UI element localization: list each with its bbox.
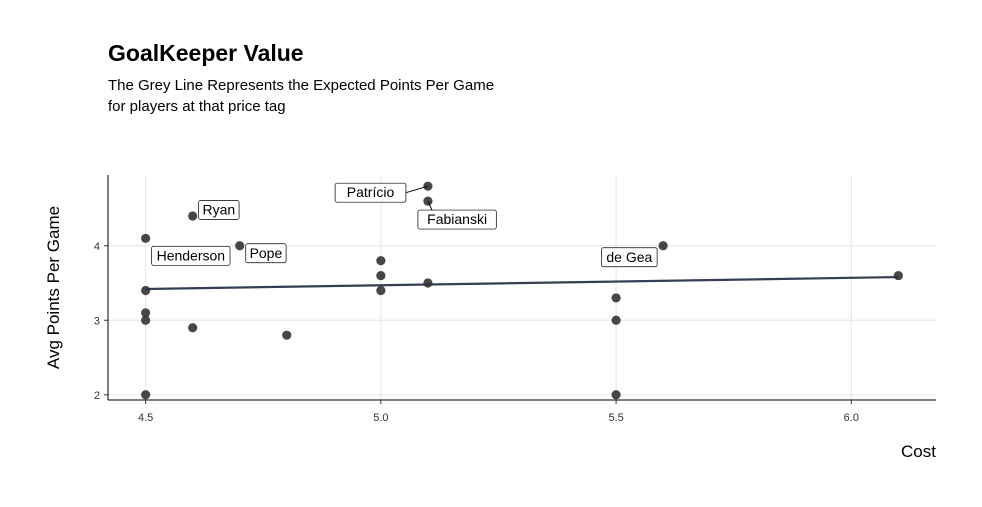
label-box bbox=[151, 245, 231, 266]
x-tick-label: 4.5 bbox=[138, 412, 153, 424]
data-point bbox=[893, 270, 903, 281]
label-connector bbox=[405, 185, 429, 194]
data-point bbox=[376, 256, 386, 266]
label-box bbox=[417, 209, 497, 230]
data-point bbox=[658, 241, 668, 251]
data-point bbox=[141, 390, 151, 400]
data-point bbox=[376, 285, 386, 296]
point-label: de Gea bbox=[606, 249, 652, 265]
data-point bbox=[611, 315, 621, 325]
data-point bbox=[611, 390, 621, 400]
data-point bbox=[188, 323, 198, 333]
point-label: Henderson bbox=[157, 247, 226, 263]
y-axis-title: Avg Points Per Game bbox=[44, 206, 63, 369]
label-box bbox=[245, 243, 287, 264]
chart-title: GoalKeeper Value bbox=[108, 40, 304, 66]
data-point bbox=[141, 308, 151, 318]
data-point bbox=[611, 293, 621, 303]
data-point bbox=[423, 278, 433, 288]
subtitle-line-1: The Grey Line Represents the Expected Po… bbox=[108, 77, 495, 94]
x-tick-label: 5.0 bbox=[373, 412, 388, 424]
label-connector bbox=[427, 200, 433, 211]
point-label: Pope bbox=[250, 245, 283, 261]
chart-subtitle: The Grey Line Represents the Expected Po… bbox=[108, 75, 608, 117]
data-point bbox=[282, 330, 292, 340]
x-tick-label: 6.0 bbox=[844, 412, 859, 424]
point-label: Fabianski bbox=[427, 211, 487, 227]
label-box bbox=[198, 200, 240, 220]
x-axis-title: Cost bbox=[901, 442, 936, 461]
x-tick-label: 5.5 bbox=[608, 412, 623, 424]
data-point bbox=[423, 196, 433, 206]
y-tick-label: 2 bbox=[94, 390, 100, 402]
data-point bbox=[141, 315, 151, 325]
label-box bbox=[601, 247, 658, 268]
label-box bbox=[334, 182, 407, 203]
data-point bbox=[141, 285, 151, 296]
data-point bbox=[141, 233, 151, 243]
data-point bbox=[376, 270, 386, 281]
subtitle-line-2: for players at that price tag bbox=[108, 98, 286, 115]
y-tick-label: 3 bbox=[94, 315, 100, 327]
y-tick-label: 4 bbox=[94, 241, 100, 253]
data-point bbox=[423, 181, 433, 191]
trend-line bbox=[145, 275, 899, 291]
point-label: Patrício bbox=[347, 184, 395, 200]
data-point bbox=[188, 211, 198, 221]
point-label: Ryan bbox=[203, 201, 236, 217]
data-point bbox=[235, 241, 245, 251]
